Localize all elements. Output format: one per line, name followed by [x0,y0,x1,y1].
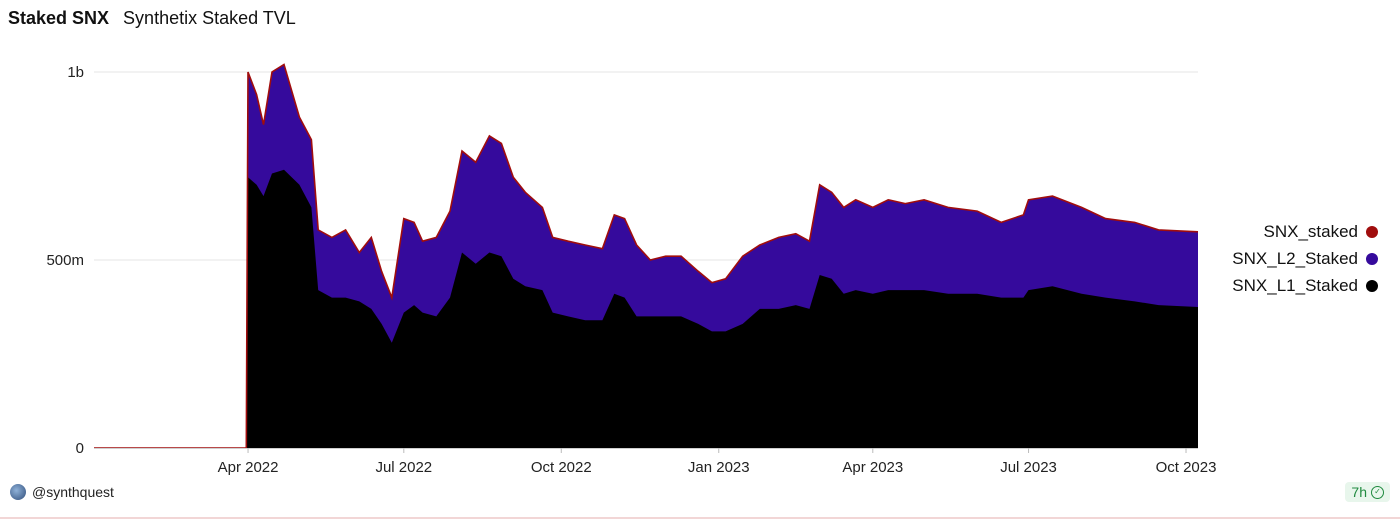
legend-label: SNX_L2_Staked [1232,248,1358,268]
x-tick-label: Apr 2023 [842,459,903,476]
x-tick-label: Jan 2023 [688,459,750,476]
chart-header: Staked SNX Synthetix Staked TVL [8,8,296,29]
legend-dot-icon [1366,225,1378,238]
area-snx-l1-staked [94,169,1198,449]
x-tick-label: Oct 2023 [1156,459,1217,476]
legend-item-snx-staked[interactable]: SNX_staked [1232,218,1378,245]
legend-item-snx-l2-staked[interactable]: SNX_L2_Staked [1232,245,1378,272]
y-tick-label: 1b [67,64,84,81]
author-handle: @synthquest [32,484,114,500]
legend-label: SNX_L1_Staked [1232,275,1358,295]
legend-dot-icon [1366,252,1378,265]
legend-item-snx-l1-staked[interactable]: SNX_L1_Staked [1232,272,1378,299]
check-circle-icon: ✓ [1371,485,1384,499]
y-tick-label: 500m [46,252,84,269]
legend-label: SNX_staked [1263,221,1359,241]
x-tick-label: Jul 2022 [375,459,432,476]
legend: SNX_staked SNX_L2_Staked SNX_L1_Staked [1232,218,1378,299]
x-tick-label: Apr 2022 [218,459,279,476]
area-series [94,63,1199,449]
x-axis: Apr 2022 Jul 2022 Oct 2022 Jan 2023 Apr 2023… [94,448,1216,476]
x-tick-label: Oct 2022 [531,459,592,476]
y-tick-label: 0 [76,440,84,457]
x-tick-label: Jul 2023 [1000,459,1057,476]
refresh-age-badge[interactable]: 7h ✓ [1345,482,1390,502]
refresh-age: 7h [1351,484,1367,500]
y-axis: 0 500m 1b [46,64,84,457]
chart-title: Staked SNX [8,8,110,28]
line-snx-staked [94,63,1199,449]
author-link[interactable]: @synthquest [10,484,114,500]
avatar-icon [10,484,26,500]
legend-dot-icon [1366,279,1378,292]
divider [0,517,1400,519]
chart-subtitle: Synthetix Staked TVL [123,8,296,28]
